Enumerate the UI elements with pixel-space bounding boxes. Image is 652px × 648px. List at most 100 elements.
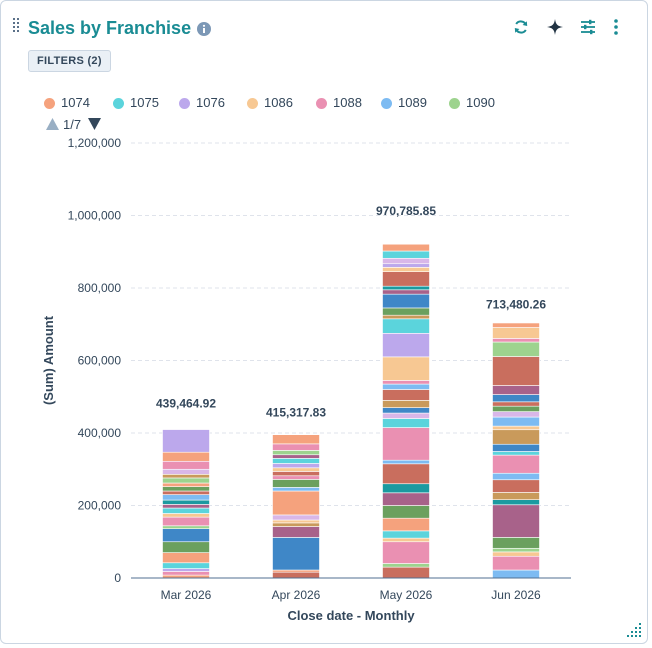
bar-segment[interactable] — [492, 499, 540, 506]
triangle-up-icon[interactable] — [46, 118, 59, 130]
bar-segment[interactable] — [382, 492, 430, 506]
bar-segment[interactable] — [272, 490, 320, 516]
resize-handle-icon[interactable] — [627, 623, 641, 637]
bar-segment[interactable] — [492, 555, 540, 571]
bar-segment[interactable] — [272, 434, 320, 445]
bar-segment[interactable] — [492, 322, 540, 328]
sparkle-icon[interactable] — [546, 18, 564, 36]
bar-segment[interactable] — [492, 547, 540, 553]
bar-segment[interactable] — [492, 429, 540, 445]
bar-segment[interactable] — [272, 519, 320, 524]
filters-button[interactable]: FILTERS (2) — [28, 50, 111, 72]
bar-segment[interactable] — [382, 285, 430, 291]
bar-segment[interactable] — [382, 563, 430, 568]
bar-segment[interactable] — [272, 450, 320, 456]
bar-segment[interactable] — [162, 468, 210, 475]
bar-segment[interactable] — [382, 541, 430, 564]
bar-segment[interactable] — [492, 411, 540, 418]
bar-segment[interactable] — [492, 472, 540, 481]
bar-segment[interactable] — [382, 257, 430, 265]
bar-segment[interactable] — [162, 474, 210, 479]
bar-segment[interactable] — [382, 505, 430, 519]
bar-segment[interactable] — [162, 482, 210, 487]
bar-segment[interactable] — [382, 427, 430, 461]
bar-segment[interactable] — [272, 537, 320, 571]
more-vertical-icon[interactable] — [609, 18, 623, 36]
bar-segment[interactable] — [382, 318, 430, 334]
bar-segment[interactable] — [382, 314, 430, 320]
bar-segment[interactable] — [162, 552, 210, 564]
bar-segment[interactable] — [382, 412, 430, 419]
bar-segment[interactable] — [492, 492, 540, 501]
bar-segment[interactable] — [382, 389, 430, 401]
bar-segment[interactable] — [162, 451, 210, 462]
bar-segment[interactable] — [382, 407, 430, 414]
bar-segment[interactable] — [382, 271, 430, 287]
refresh-icon[interactable] — [512, 18, 530, 36]
bar-stack[interactable] — [272, 434, 320, 579]
bar-segment[interactable] — [492, 551, 540, 557]
bar-segment[interactable] — [162, 494, 210, 501]
bar-segment[interactable] — [162, 568, 210, 572]
bar-segment[interactable] — [492, 479, 540, 493]
bar-stack[interactable] — [382, 243, 430, 579]
bar-segment[interactable] — [382, 383, 430, 390]
bar-segment[interactable] — [382, 250, 430, 259]
bar-segment[interactable] — [382, 380, 430, 385]
bar-segment[interactable] — [162, 499, 210, 505]
bar-segment[interactable] — [492, 405, 540, 412]
bar-segment[interactable] — [162, 516, 210, 527]
bar-segment[interactable] — [272, 454, 320, 459]
bar-segment[interactable] — [492, 401, 540, 407]
bar-segment[interactable] — [272, 467, 320, 472]
bar-segment[interactable] — [272, 471, 320, 477]
bar-segment[interactable] — [272, 522, 320, 527]
bar-segment[interactable] — [382, 400, 430, 408]
bar-segment[interactable] — [492, 341, 540, 357]
bar-segment[interactable] — [382, 537, 430, 543]
bar-segment[interactable] — [492, 454, 540, 474]
bar-segment[interactable] — [272, 487, 320, 492]
settings-sliders-icon[interactable] — [579, 18, 597, 36]
bar-segment[interactable] — [272, 475, 320, 480]
bar-segment[interactable] — [382, 459, 430, 465]
bar-segment[interactable] — [162, 541, 210, 553]
bar-segment[interactable] — [492, 385, 540, 395]
bar-segment[interactable] — [162, 429, 210, 453]
bar-stack[interactable] — [162, 429, 210, 579]
bar-segment[interactable] — [272, 458, 320, 464]
info-icon[interactable] — [197, 22, 211, 36]
bar-segment[interactable] — [162, 504, 210, 509]
bar-segment[interactable] — [382, 566, 430, 579]
bar-segment[interactable] — [382, 293, 430, 309]
bar-segment[interactable] — [382, 517, 430, 532]
bar-segment[interactable] — [272, 526, 320, 538]
bar-segment[interactable] — [382, 243, 430, 252]
bar-segment[interactable] — [382, 333, 430, 358]
bar-segment[interactable] — [272, 514, 320, 521]
bar-segment[interactable] — [492, 394, 540, 403]
bar-segment[interactable] — [272, 569, 320, 573]
bar-segment[interactable] — [492, 504, 540, 538]
bar-segment[interactable] — [382, 289, 430, 295]
bar-segment[interactable] — [162, 562, 210, 569]
bar-segment[interactable] — [162, 528, 210, 543]
bar-segment[interactable] — [382, 463, 430, 485]
bar-segment[interactable] — [382, 483, 430, 494]
bar-segment[interactable] — [382, 307, 430, 316]
bar-segment[interactable] — [162, 490, 210, 495]
bar-segment[interactable] — [272, 443, 320, 451]
bar-segment[interactable] — [382, 263, 430, 268]
triangle-down-icon[interactable] — [88, 118, 101, 130]
bar-segment[interactable] — [492, 569, 540, 579]
bar-segment[interactable] — [492, 327, 540, 339]
bar-segment[interactable] — [162, 525, 210, 529]
bar-segment[interactable] — [492, 416, 540, 427]
bar-segment[interactable] — [382, 418, 430, 428]
bar-segment[interactable] — [382, 267, 430, 272]
bar-segment[interactable] — [492, 443, 540, 452]
drag-handle-icon[interactable] — [13, 18, 21, 34]
bar-segment[interactable] — [272, 571, 320, 579]
bar-segment[interactable] — [492, 425, 540, 431]
bar-segment[interactable] — [382, 356, 430, 381]
